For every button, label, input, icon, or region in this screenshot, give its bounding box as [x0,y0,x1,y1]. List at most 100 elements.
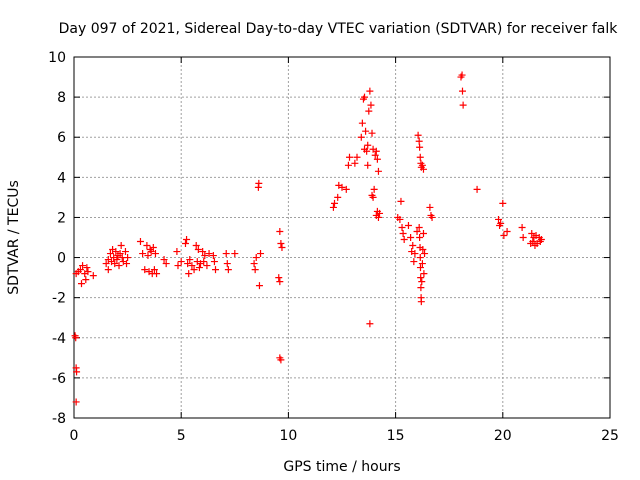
data-point [278,244,286,252]
data-point [419,246,427,254]
y-tick-label: 10 [48,50,66,66]
data-point [353,153,361,161]
data-point [203,262,211,270]
data-point [421,250,429,258]
data-point [151,250,159,258]
data-point [141,266,149,274]
data-point [416,254,424,262]
data-point [416,264,424,272]
data-point [413,227,421,235]
data-point [73,368,81,376]
data-point [499,199,507,207]
data-point [276,278,284,286]
data-point [361,145,369,153]
data-point [370,185,378,193]
data-point [111,260,119,268]
data-point [252,254,260,262]
data-point [276,227,284,235]
data-point [209,252,217,260]
data-point [78,280,86,288]
data-point [414,131,422,139]
data-point [503,227,511,235]
x-axis-label: GPS time / hours [283,459,400,475]
data-point [396,215,404,223]
data-point [185,270,193,278]
y-axis-label: SDTVAR / TECUs [6,180,22,295]
data-point [210,258,218,266]
data-point [373,155,381,163]
data-point [79,262,87,270]
data-point [410,258,418,266]
data-point [415,137,423,145]
data-point [497,219,505,227]
x-tick-label: 10 [279,428,297,444]
data-point [518,223,526,231]
data-point [192,242,200,250]
data-point [150,266,158,274]
data-point [344,161,352,169]
data-point [417,298,425,306]
data-point [411,250,419,258]
data-point [342,185,350,193]
data-point [376,209,384,217]
data-point [495,215,503,223]
data-point [397,197,405,205]
data-point [407,234,415,241]
x-tick-label: 5 [177,428,186,444]
data-point [123,260,131,268]
data-point [400,236,408,244]
data-point [366,320,374,328]
data-point [367,101,375,109]
data-point [183,236,191,244]
data-point [181,240,189,248]
data-point [186,256,194,264]
data-point [136,238,144,246]
plot-frame [73,56,611,419]
data-point [184,260,192,268]
data-point [368,129,376,137]
data-point [417,274,425,282]
y-tick-label: 4 [57,170,66,186]
y-tick-label: -2 [52,291,66,307]
data-point [205,250,213,258]
data-point [365,107,373,115]
data-point [106,250,114,258]
data-point [366,87,374,95]
data-point [173,248,181,256]
x-tick-label: 25 [601,428,619,444]
data-points [71,71,545,406]
chart-title: Day 097 of 2021, Sidereal Day-to-day VTE… [59,21,619,37]
data-point [72,398,80,406]
data-point [372,147,380,155]
data-point [231,250,239,258]
data-point [84,268,92,276]
data-point [374,213,382,221]
data-point [357,133,365,141]
data-point [223,260,231,268]
data-point [83,264,91,272]
grid-lines [74,57,610,418]
data-point [419,165,427,173]
data-point [177,258,185,266]
y-tick-label: 6 [57,130,66,146]
data-point [255,179,263,187]
data-point [201,252,209,260]
data-point [224,266,232,274]
data-point [257,250,265,258]
data-point [399,229,407,237]
y-tick-label: -6 [52,371,66,387]
data-point [188,262,196,270]
data-point [143,242,151,250]
data-point [82,276,90,284]
data-point [416,143,424,151]
data-point [250,260,258,268]
data-point [112,248,120,256]
data-point [72,334,80,342]
data-point [364,161,372,169]
data-point [162,260,170,268]
data-point [149,244,157,252]
data-point [334,193,342,201]
data-point [174,262,182,270]
data-point [417,284,425,292]
